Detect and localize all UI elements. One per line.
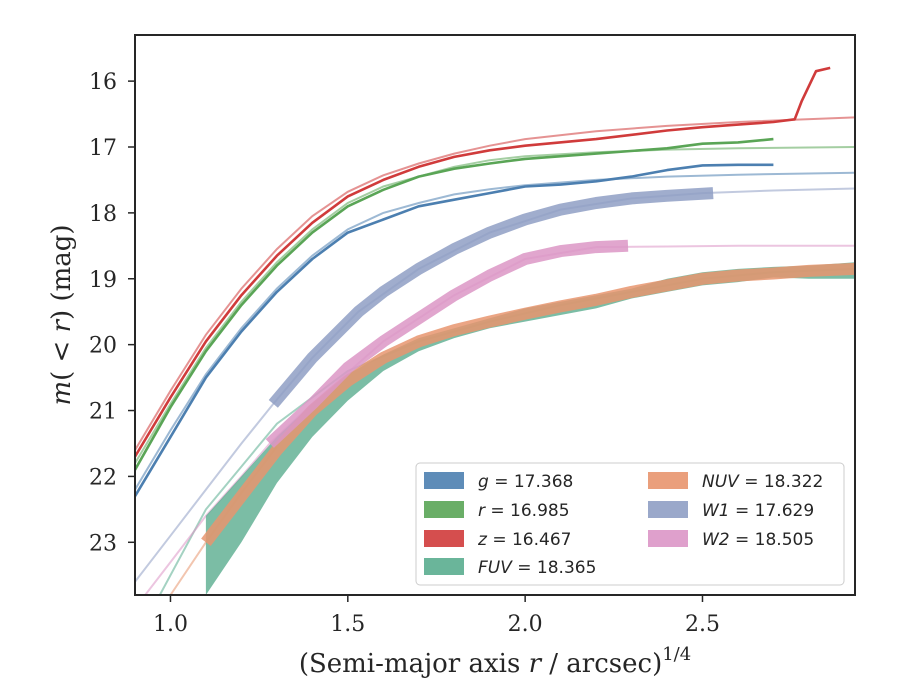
legend: g = 17.368 r = 16.985 z = 16.467 FUV = 18.3… (415, 462, 845, 586)
legend-swatch-g (424, 472, 464, 489)
legend-swatch-W2 (648, 530, 688, 547)
g-measured-line (135, 163, 774, 497)
legend-label-r: r = 16.985 (478, 501, 570, 521)
legend-box (415, 462, 845, 586)
y-tick-label: 22 (89, 465, 117, 490)
y-tick-label: 20 (89, 334, 117, 359)
g-model-line (135, 171, 855, 491)
y-tick-label: 21 (89, 400, 117, 425)
x-tick-label: 2.5 (685, 612, 720, 637)
x-tick-label: 2.0 (508, 612, 543, 637)
y-tick-label: 23 (89, 531, 117, 556)
legend-swatch-z (424, 530, 464, 547)
legend-label-NUV: NUV = 18.322 (702, 472, 823, 492)
W1-measured-band (268, 187, 714, 408)
legend-label-z: z = 16.467 (477, 530, 571, 550)
legend-label-g: g = 17.368 (478, 472, 573, 492)
z-model-line (135, 116, 855, 451)
plot-area (135, 66, 855, 595)
y-tick-label: 17 (89, 136, 117, 161)
x-axis: 1.0 1.5 2.0 2.5 (153, 595, 720, 637)
y-tick-label: 16 (89, 70, 117, 95)
x-axis-label: (Semi-major axis r / arcsec)1/4 (299, 644, 691, 679)
x-tick-label: 1.5 (330, 612, 365, 637)
y-axis-label: m( < r) (mag) (47, 224, 77, 405)
legend-label-W1: W1 = 17.629 (702, 501, 814, 521)
y-tick-label: 19 (89, 268, 117, 293)
x-tick-label: 1.0 (153, 612, 188, 637)
plot-frame (134, 34, 856, 596)
y-axis: 16 17 18 19 20 21 22 23 (89, 70, 135, 556)
legend-label-W2: W2 = 18.505 (702, 530, 814, 550)
W2-measured-band (265, 239, 629, 448)
legend-swatch-W1 (648, 501, 688, 518)
r-measured-line (135, 137, 774, 471)
legend-swatch-FUV (424, 558, 464, 575)
legend-swatch-NUV (648, 472, 688, 489)
y-tick-label: 18 (89, 202, 117, 227)
legend-swatch-r (424, 501, 464, 518)
legend-label-FUV: FUV = 18.365 (478, 558, 596, 578)
z-measured-line (135, 66, 831, 458)
